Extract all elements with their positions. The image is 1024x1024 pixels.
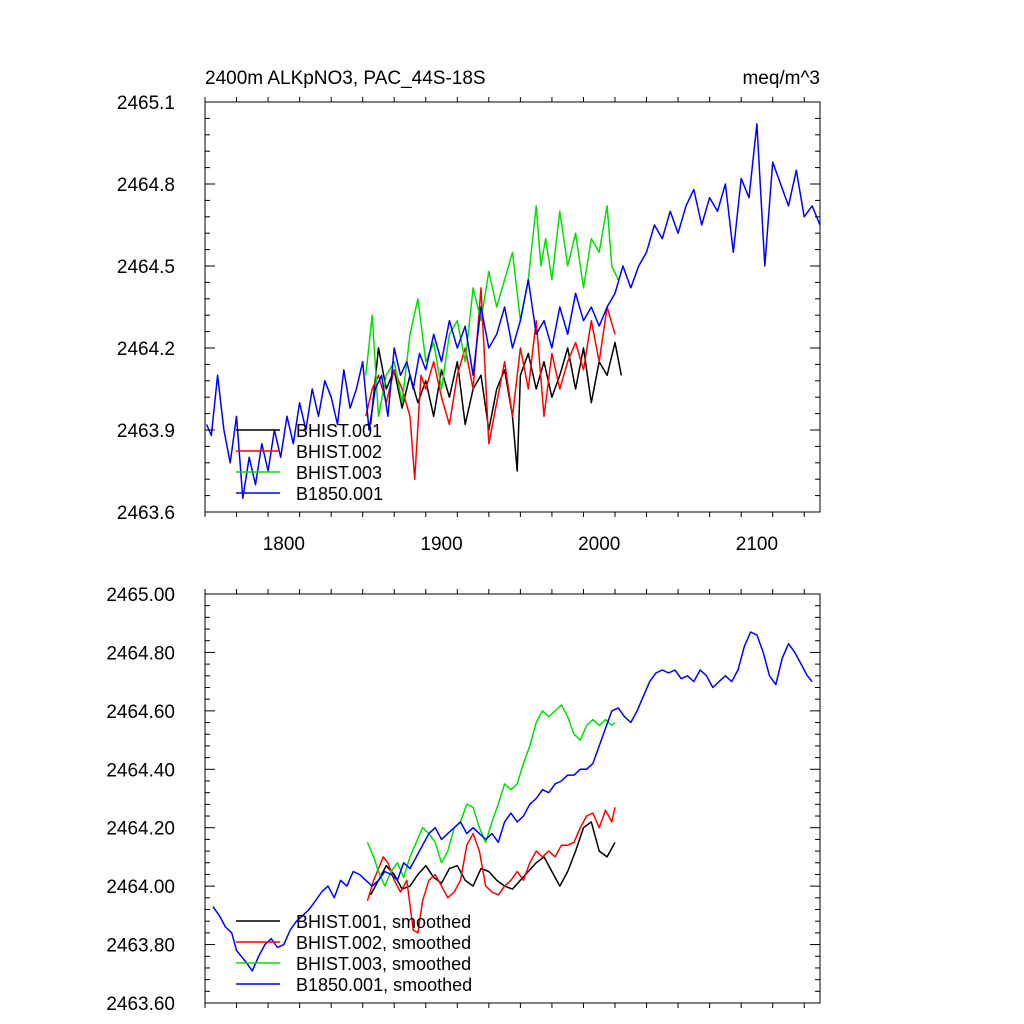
x-tick-label: 1800: [263, 534, 305, 555]
top-panel: 1800 1900 2000 2100 2463.6 2463.9 2464.2 2464.5…: [117, 68, 821, 555]
bottom-panel: 2463.60 2463.80 2464.00 2464.20 2464.40 2464.…: [106, 585, 821, 1015]
series-line-4: [212, 631, 813, 972]
series-line-3: [365, 205, 619, 418]
y-tick-label: 2465.00: [106, 585, 175, 606]
chart-title: 2400m ALKpNO3, PAC_44S-18S: [205, 68, 486, 89]
legend-label: B1850.001, smoothed: [296, 975, 472, 995]
y-tick-label: 2464.20: [106, 819, 175, 840]
legend-label: BHIST.002: [296, 442, 382, 462]
y-tick-label: 2464.60: [106, 702, 175, 723]
series-line-2: [366, 807, 616, 934]
legend-label: BHIST.003: [296, 463, 382, 483]
legend-label: BHIST.001: [296, 421, 382, 441]
y-tick-label: 2464.2: [117, 339, 175, 360]
y-tick-label: 2464.80: [106, 643, 175, 664]
y-tick-label: 2464.00: [106, 877, 175, 898]
y-tick-label: 2464.5: [117, 257, 175, 278]
legend-label: BHIST.002, smoothed: [296, 933, 471, 953]
y-tick-label: 2463.6: [117, 503, 175, 524]
series-line-1: [369, 821, 616, 896]
y-tick-label: 2463.9: [117, 421, 175, 442]
y-tick-label: 2465.1: [117, 93, 175, 114]
plot-frame: [204, 101, 821, 513]
x-tick-label: 2000: [578, 534, 620, 555]
units-label: meq/m^3: [742, 68, 820, 89]
legend-label: BHIST.001, smoothed: [296, 912, 471, 932]
y-tick-label: 2463.80: [106, 936, 175, 957]
legend-label: BHIST.003, smoothed: [296, 954, 471, 974]
plot-frame: [204, 593, 821, 1004]
series-line-3: [366, 704, 616, 887]
y-tick-label: 2464.8: [117, 175, 175, 196]
x-tick-label: 2100: [736, 534, 778, 555]
x-tick-label: 1900: [420, 534, 462, 555]
series-line-2: [365, 287, 616, 480]
y-tick-label: 2464.40: [106, 760, 175, 781]
legend-label: B1850.001: [296, 484, 383, 504]
y-tick-label: 2463.60: [106, 994, 175, 1015]
series-line-4: [205, 123, 821, 500]
